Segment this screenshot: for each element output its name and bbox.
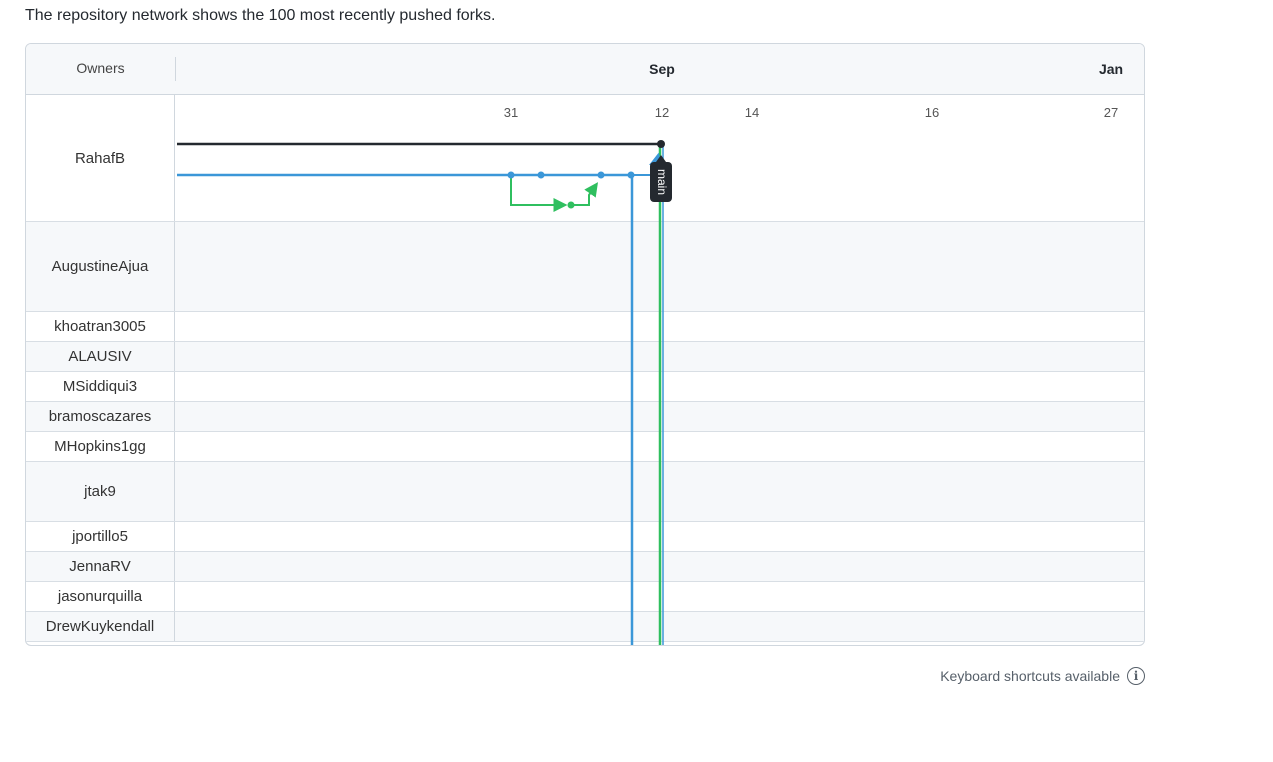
branch-label-main[interactable]: main <box>650 155 672 202</box>
owner-row: MSiddiqui3 <box>26 372 1144 402</box>
owner-name-msiddiqui3[interactable]: MSiddiqui3 <box>26 372 175 401</box>
keyboard-shortcuts-label[interactable]: Keyboard shortcuts available <box>940 668 1120 684</box>
graph-header: Owners Sep Jan <box>26 44 1144 95</box>
owner-row: AugustineAjua <box>26 222 1144 312</box>
owner-name-bramoscazares[interactable]: bramoscazares <box>26 402 175 431</box>
month-label-sep: Sep <box>649 61 675 77</box>
owner-name-drewkuykendall[interactable]: DrewKuykendall <box>26 612 175 641</box>
owner-row: jtak9 <box>26 462 1144 522</box>
owner-row: jasonurquilla <box>26 582 1144 612</box>
info-icon[interactable]: i <box>1127 667 1145 685</box>
owners-column-header: Owners <box>76 60 125 76</box>
commit-dot-head[interactable] <box>657 140 665 148</box>
owner-name-jasonurquilla[interactable]: jasonurquilla <box>26 582 175 611</box>
owner-name-jennarv[interactable]: JennaRV <box>26 552 175 581</box>
owner-row: JennaRV <box>26 552 1144 582</box>
owner-name-rahafb[interactable]: RahafB <box>26 95 175 221</box>
branch-label-text: main <box>655 169 669 195</box>
owner-row: khoatran3005 <box>26 312 1144 342</box>
commit-dot[interactable] <box>567 201 575 209</box>
owner-row: ALAUSIV <box>26 342 1144 372</box>
commit-dot[interactable] <box>507 171 515 179</box>
owner-name-augustineajua[interactable]: AugustineAjua <box>26 222 175 311</box>
commit-dot[interactable] <box>597 171 605 179</box>
owner-name-mhopkins1gg[interactable]: MHopkins1gg <box>26 432 175 461</box>
owner-name-jtak9[interactable]: jtak9 <box>26 462 175 521</box>
network-graph-panel: Owners Sep Jan RahafB AugustineAjua khoa… <box>25 43 1145 646</box>
commit-dot[interactable] <box>537 171 545 179</box>
owner-row: MHopkins1gg <box>26 432 1144 462</box>
owner-name-khoatran3005[interactable]: khoatran3005 <box>26 312 175 341</box>
keyboard-shortcuts-notice[interactable]: Keyboard shortcuts available i <box>940 667 1145 685</box>
owner-name-alausiv[interactable]: ALAUSIV <box>26 342 175 371</box>
owner-row: jportillo5 <box>26 522 1144 552</box>
owner-row: RahafB <box>26 95 1144 222</box>
header-divider <box>175 57 176 81</box>
owner-row: DrewKuykendall <box>26 612 1144 642</box>
commit-dot[interactable] <box>627 171 635 179</box>
network-intro-text: The repository network shows the 100 mos… <box>25 7 496 24</box>
owner-name-jportillo5[interactable]: jportillo5 <box>26 522 175 551</box>
month-label-jan: Jan <box>1098 61 1124 77</box>
owner-row: bramoscazares <box>26 402 1144 432</box>
